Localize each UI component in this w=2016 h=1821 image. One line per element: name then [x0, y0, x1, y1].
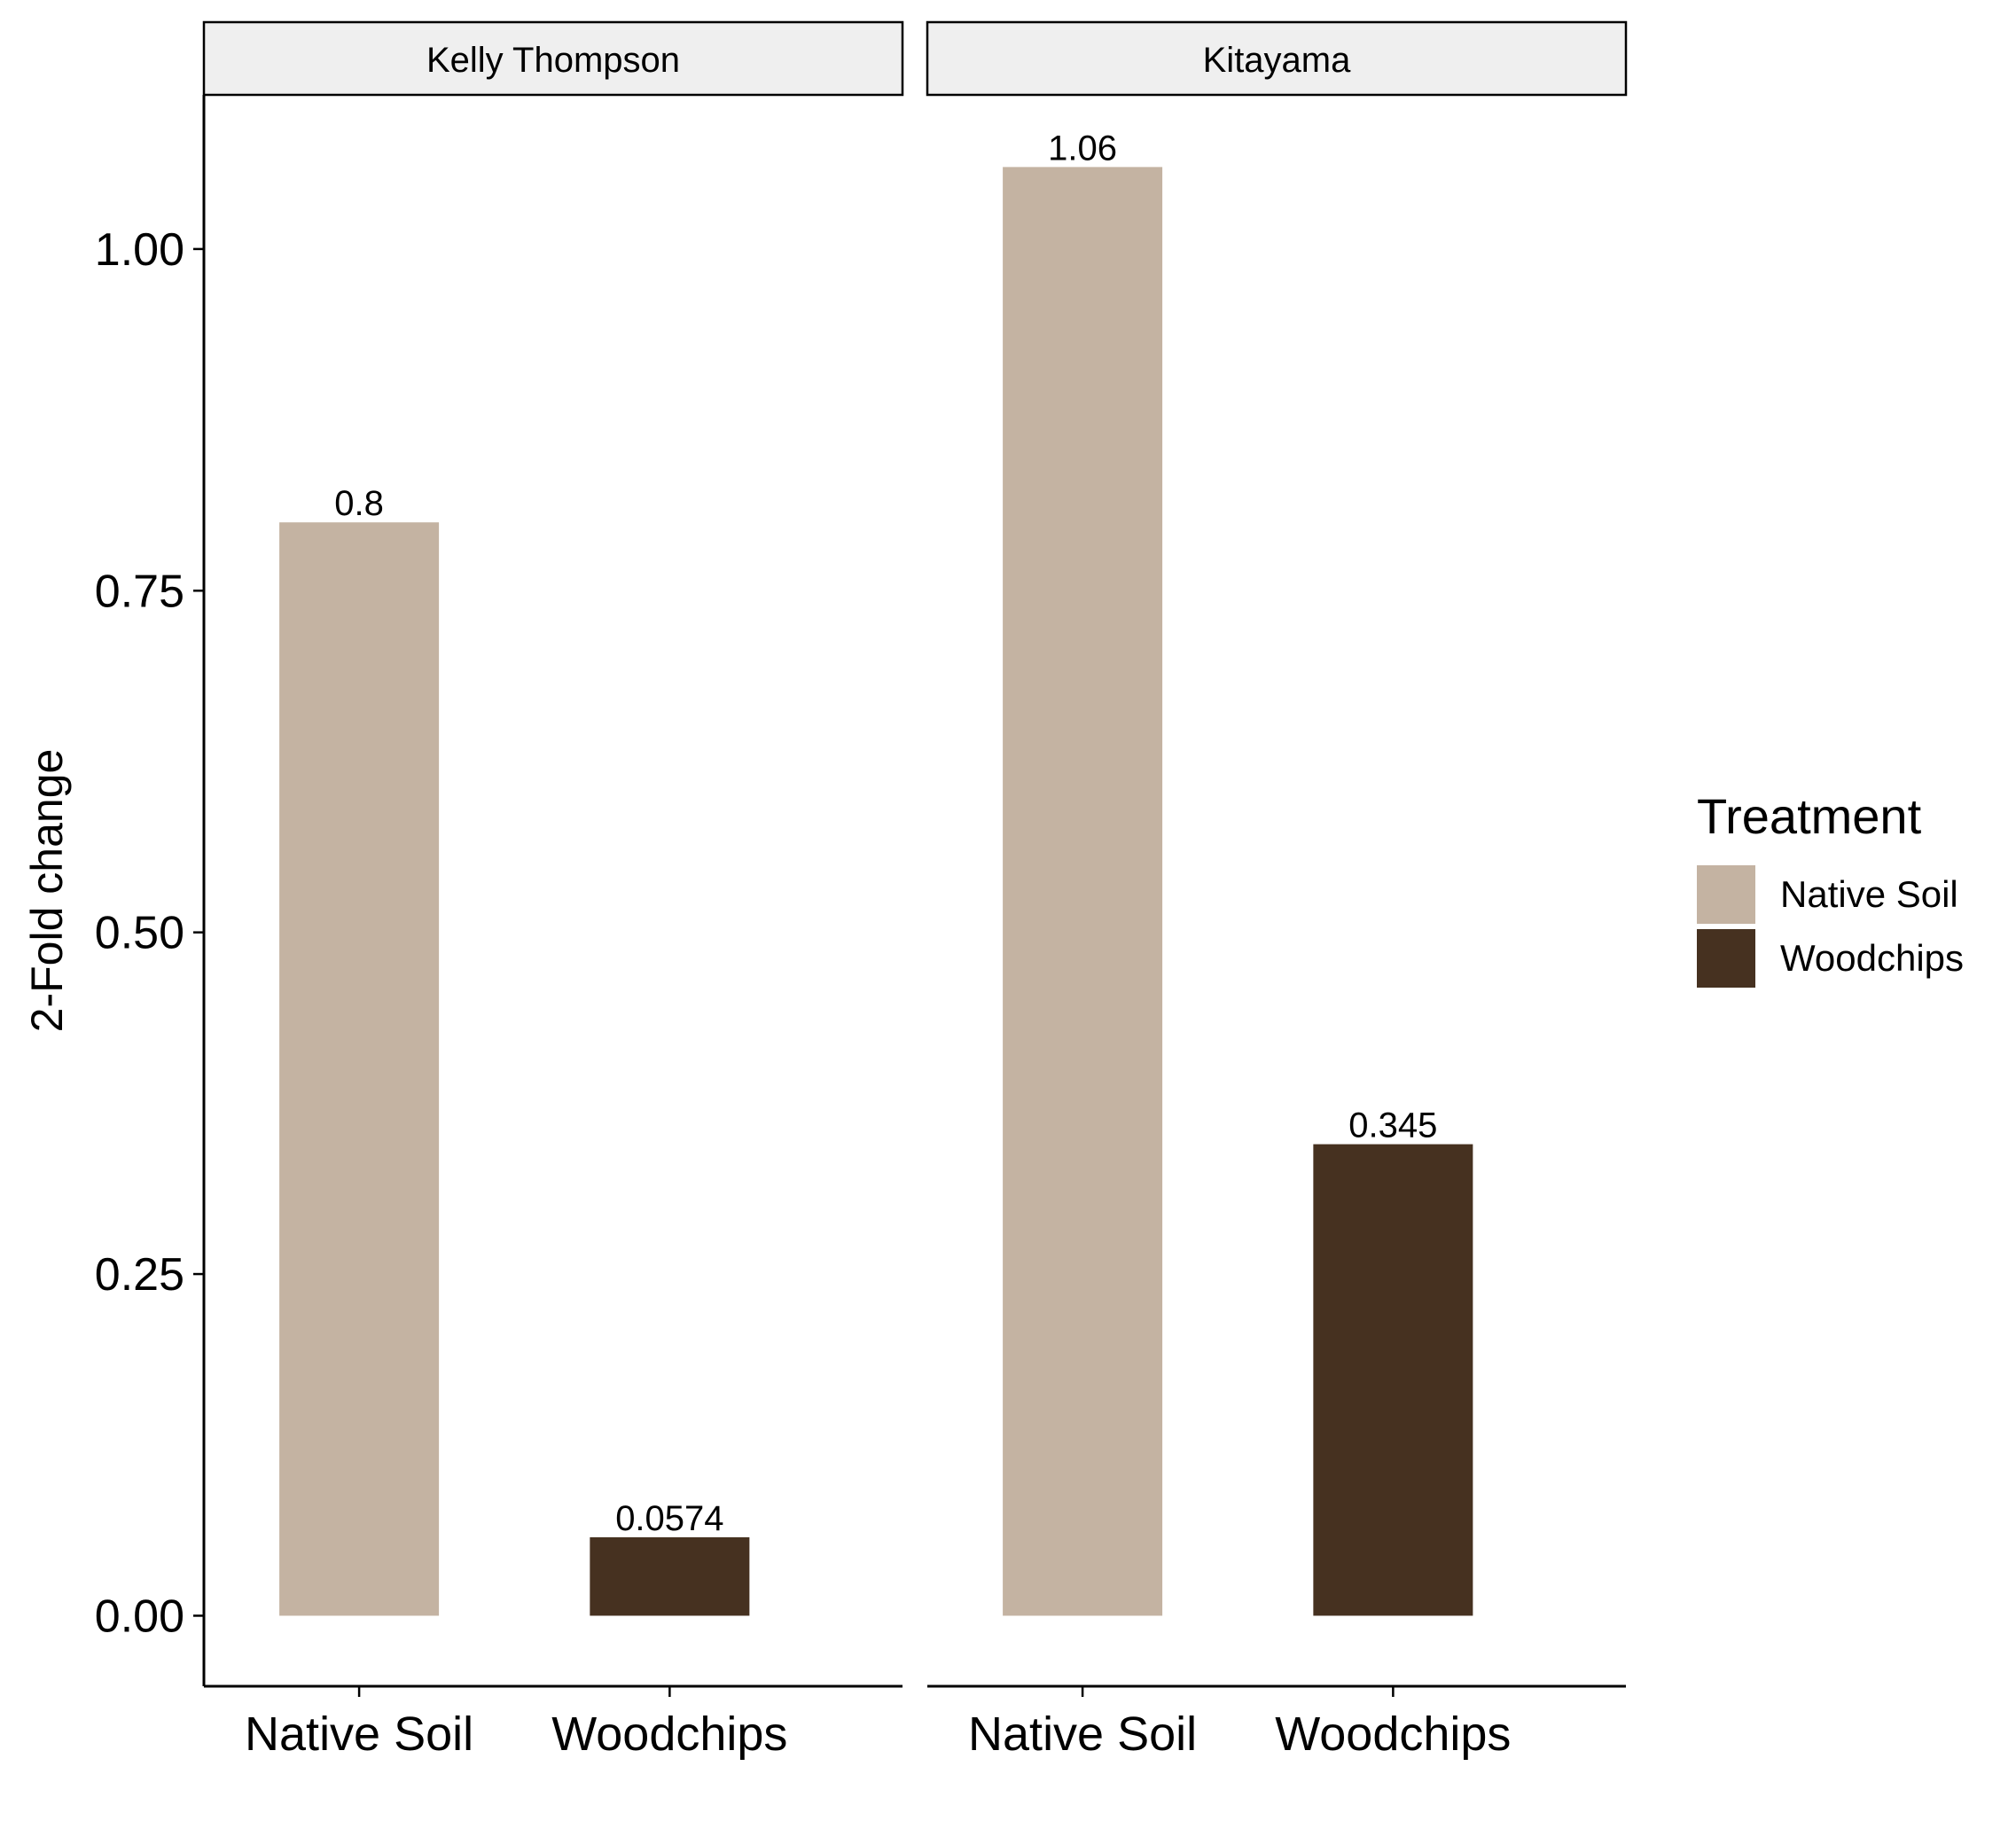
facet-strip-label: Kitayama [1203, 41, 1351, 80]
y-tick-label: 0.50 [95, 908, 184, 959]
y-tick-label: 0.00 [95, 1590, 184, 1642]
legend-title: Treatment [1697, 788, 1922, 844]
x-tick-label: Native Soil [968, 1708, 1197, 1761]
facet-panel: Kelly Thompson 0.8 Native Soil 0.0574 Woodch… [202, 20, 904, 1761]
bar [1313, 1144, 1473, 1616]
y-axis-title: 2-Fold change [22, 749, 72, 1033]
legend-swatch [1697, 865, 1755, 924]
x-tick-label: Woodchips [1275, 1708, 1511, 1761]
y-tick-label: 0.25 [95, 1249, 184, 1301]
facet-panel: Kitayama 1.06 Native Soil 0.345 Woodchips [926, 20, 1628, 1761]
facet-panels: Kelly Thompson 0.8 Native Soil 0.0574 Woodch… [202, 20, 1628, 1761]
facet-strip-label: Kelly Thompson [426, 41, 680, 80]
legend-swatch [1697, 929, 1755, 988]
bar-value-label: 0.8 [334, 484, 384, 523]
y-axis: 0.00 0.25 0.50 0.75 1.00 [95, 95, 206, 1686]
legend: Treatment Native Soil Woodchips [1697, 788, 1964, 988]
legend-label: Woodchips [1780, 937, 1964, 979]
facet-strip [202, 20, 904, 97]
bar [279, 522, 440, 1616]
y-tick-label: 0.75 [95, 566, 184, 617]
x-tick-label: Woodchips [551, 1708, 787, 1761]
x-tick-label: Native Soil [245, 1708, 473, 1761]
bar [590, 1536, 750, 1616]
bar-value-label: 0.0574 [615, 1499, 723, 1538]
bar-value-label: 0.345 [1348, 1106, 1437, 1145]
bar [1003, 167, 1163, 1616]
y-tick-label: 1.00 [95, 224, 184, 276]
facet-strip [926, 20, 1628, 97]
bar-value-label: 1.06 [1048, 129, 1117, 168]
legend-label: Native Soil [1780, 873, 1958, 915]
